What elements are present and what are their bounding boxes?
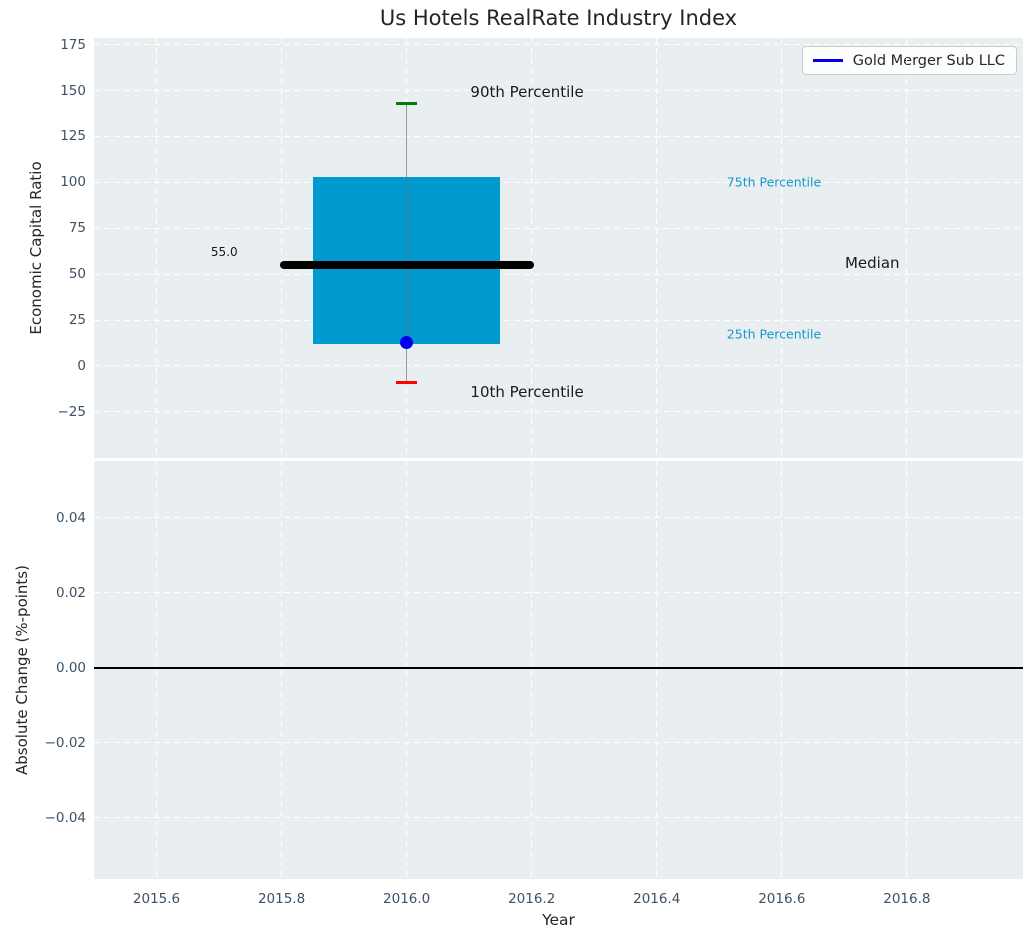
gridline-y bbox=[94, 90, 1023, 92]
x-tick-label: 2016.8 bbox=[883, 891, 931, 907]
gridline-y bbox=[94, 411, 1023, 413]
gridline-y bbox=[94, 365, 1023, 367]
gridline-x bbox=[406, 461, 408, 879]
x-axis-label: Year bbox=[542, 911, 575, 929]
y-tick-label: 175 bbox=[60, 36, 86, 53]
gridline-x bbox=[531, 461, 533, 879]
y-tick-label: 125 bbox=[60, 128, 86, 145]
legend: Gold Merger Sub LLC bbox=[801, 46, 1017, 75]
y-tick-label: 25 bbox=[68, 312, 86, 329]
zero-line bbox=[94, 667, 1023, 669]
x-tick-label: 2016.4 bbox=[633, 891, 681, 907]
chart-title: Us Hotels RealRate Industry Index bbox=[379, 6, 738, 30]
gridline-y bbox=[94, 592, 1023, 594]
annotation-55-0: 55.0 bbox=[210, 245, 238, 260]
gridline-y bbox=[94, 227, 1023, 229]
gridline-y bbox=[94, 517, 1023, 519]
legend-line-swatch bbox=[812, 59, 843, 62]
annotation-25th-percentile: 25th Percentile bbox=[726, 326, 822, 342]
legend-label: Gold Merger Sub LLC bbox=[852, 52, 1005, 69]
gridline-y bbox=[94, 273, 1023, 275]
y-tick-label: 0.00 bbox=[55, 659, 86, 676]
gridline-y bbox=[94, 817, 1023, 819]
gridline-x bbox=[781, 38, 783, 458]
annotation-10th-percentile: 10th Percentile bbox=[470, 382, 584, 401]
gridline-y bbox=[94, 742, 1023, 744]
gridline-x bbox=[656, 461, 658, 879]
y-tick-label: −25 bbox=[57, 403, 87, 420]
annotation-75th-percentile: 75th Percentile bbox=[726, 174, 822, 190]
annotation-median: Median bbox=[844, 254, 900, 273]
gridline-x bbox=[156, 461, 158, 879]
x-tick-label: 2016.0 bbox=[383, 891, 431, 907]
gridline-x bbox=[281, 461, 283, 879]
panel-absolute-change bbox=[94, 461, 1023, 879]
gridline-y bbox=[94, 319, 1023, 321]
company-marker bbox=[400, 335, 414, 349]
y-tick-label: −0.02 bbox=[44, 734, 86, 751]
panel-economic-capital-ratio: 90th Percentile 10th Percentile 75th Perce… bbox=[94, 38, 1023, 458]
y-tick-label: 150 bbox=[60, 82, 86, 99]
gridline-x bbox=[656, 38, 658, 458]
gridline-x bbox=[781, 461, 783, 879]
gridline-y bbox=[94, 135, 1023, 137]
y-tick-label: 50 bbox=[68, 266, 86, 283]
gridline-y bbox=[94, 44, 1023, 46]
p10-cap bbox=[396, 381, 418, 385]
y-tick-label: 0 bbox=[77, 357, 86, 374]
y-tick-label: 100 bbox=[60, 174, 86, 191]
y-tick-label: 0.04 bbox=[55, 509, 86, 526]
annotation-90th-percentile: 90th Percentile bbox=[470, 83, 584, 102]
y-tick-label: 75 bbox=[68, 220, 86, 237]
gridline-x bbox=[906, 461, 908, 879]
whisker-line bbox=[405, 103, 408, 383]
y-tick-label: 0.02 bbox=[55, 584, 86, 601]
x-tick-label: 2015.8 bbox=[257, 891, 306, 907]
y-tick-label: −0.04 bbox=[44, 809, 86, 826]
gridline-x bbox=[156, 38, 158, 458]
median-line bbox=[279, 260, 534, 269]
p90-cap bbox=[396, 101, 418, 105]
gridline-x bbox=[281, 38, 283, 458]
x-tick-label: 2016.2 bbox=[508, 891, 556, 907]
x-tick-label: 2016.6 bbox=[758, 891, 806, 907]
x-tick-label: 2015.6 bbox=[132, 891, 181, 907]
gridline-x bbox=[531, 38, 533, 458]
gridline-y bbox=[94, 181, 1023, 183]
gridline-x bbox=[906, 38, 908, 458]
